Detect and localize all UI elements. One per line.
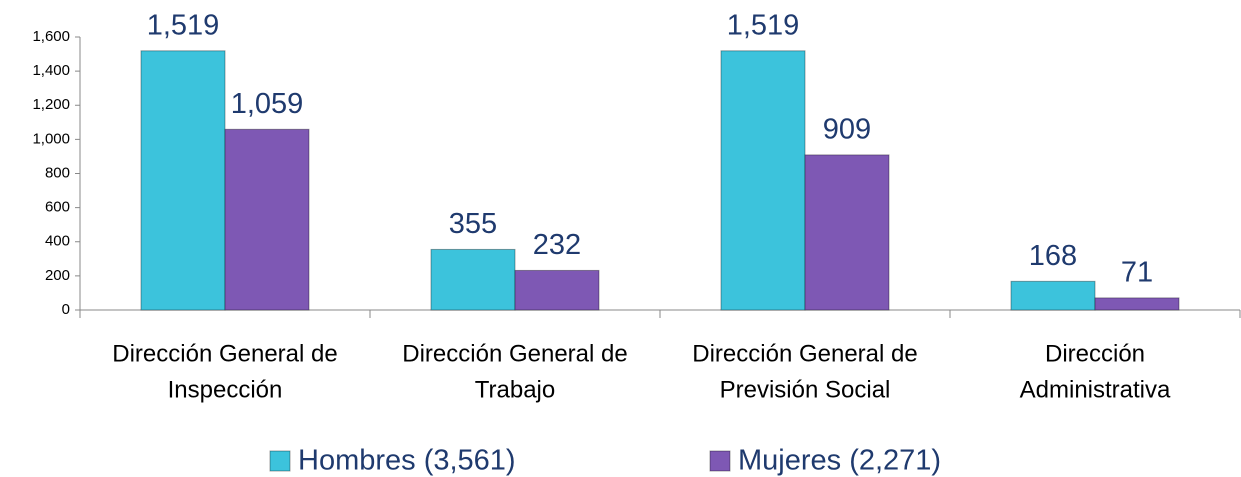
legend-label: Mujeres (2,271)	[738, 445, 941, 477]
y-tick-label: 600	[45, 199, 70, 216]
value-label: 168	[1029, 240, 1077, 272]
y-tick-label: 200	[45, 267, 70, 284]
value-label: 232	[533, 229, 581, 261]
y-tick-label: 1,000	[32, 130, 70, 147]
legend-swatch	[709, 450, 731, 472]
x-tick-label: Trabajo	[475, 376, 555, 403]
value-label: 71	[1121, 257, 1153, 289]
x-tick-label: Dirección General de	[402, 340, 627, 367]
x-tick-label: Administrativa	[1020, 376, 1171, 403]
x-tick-label: Dirección	[1045, 340, 1145, 367]
x-tick-label: Dirección General de	[112, 340, 337, 367]
value-label: 355	[449, 208, 497, 240]
y-tick-label: 800	[45, 164, 70, 181]
x-tick-label: Inspección	[168, 376, 283, 403]
bar	[1010, 280, 1096, 311]
value-label: 909	[823, 114, 871, 146]
y-tick-label: 400	[45, 233, 70, 250]
bar	[140, 50, 226, 311]
bar	[430, 248, 516, 311]
legend-label: Hombres (3,561)	[298, 445, 516, 477]
y-tick-label: 1,200	[32, 96, 70, 113]
y-tick-label: 1,600	[32, 28, 70, 45]
bar	[720, 50, 806, 311]
value-label: 1,519	[147, 9, 220, 41]
legend-swatch	[269, 450, 291, 472]
x-tick-label: Previsión Social	[720, 376, 891, 403]
bar	[224, 128, 310, 311]
y-tick-label: 1,400	[32, 62, 70, 79]
y-tick-label: 0	[62, 301, 70, 318]
x-tick-label: Dirección General de	[692, 340, 917, 367]
bar	[1094, 297, 1180, 311]
value-label: 1,519	[727, 9, 800, 41]
bar	[804, 154, 890, 311]
bar	[514, 269, 600, 311]
value-label: 1,059	[231, 88, 304, 120]
